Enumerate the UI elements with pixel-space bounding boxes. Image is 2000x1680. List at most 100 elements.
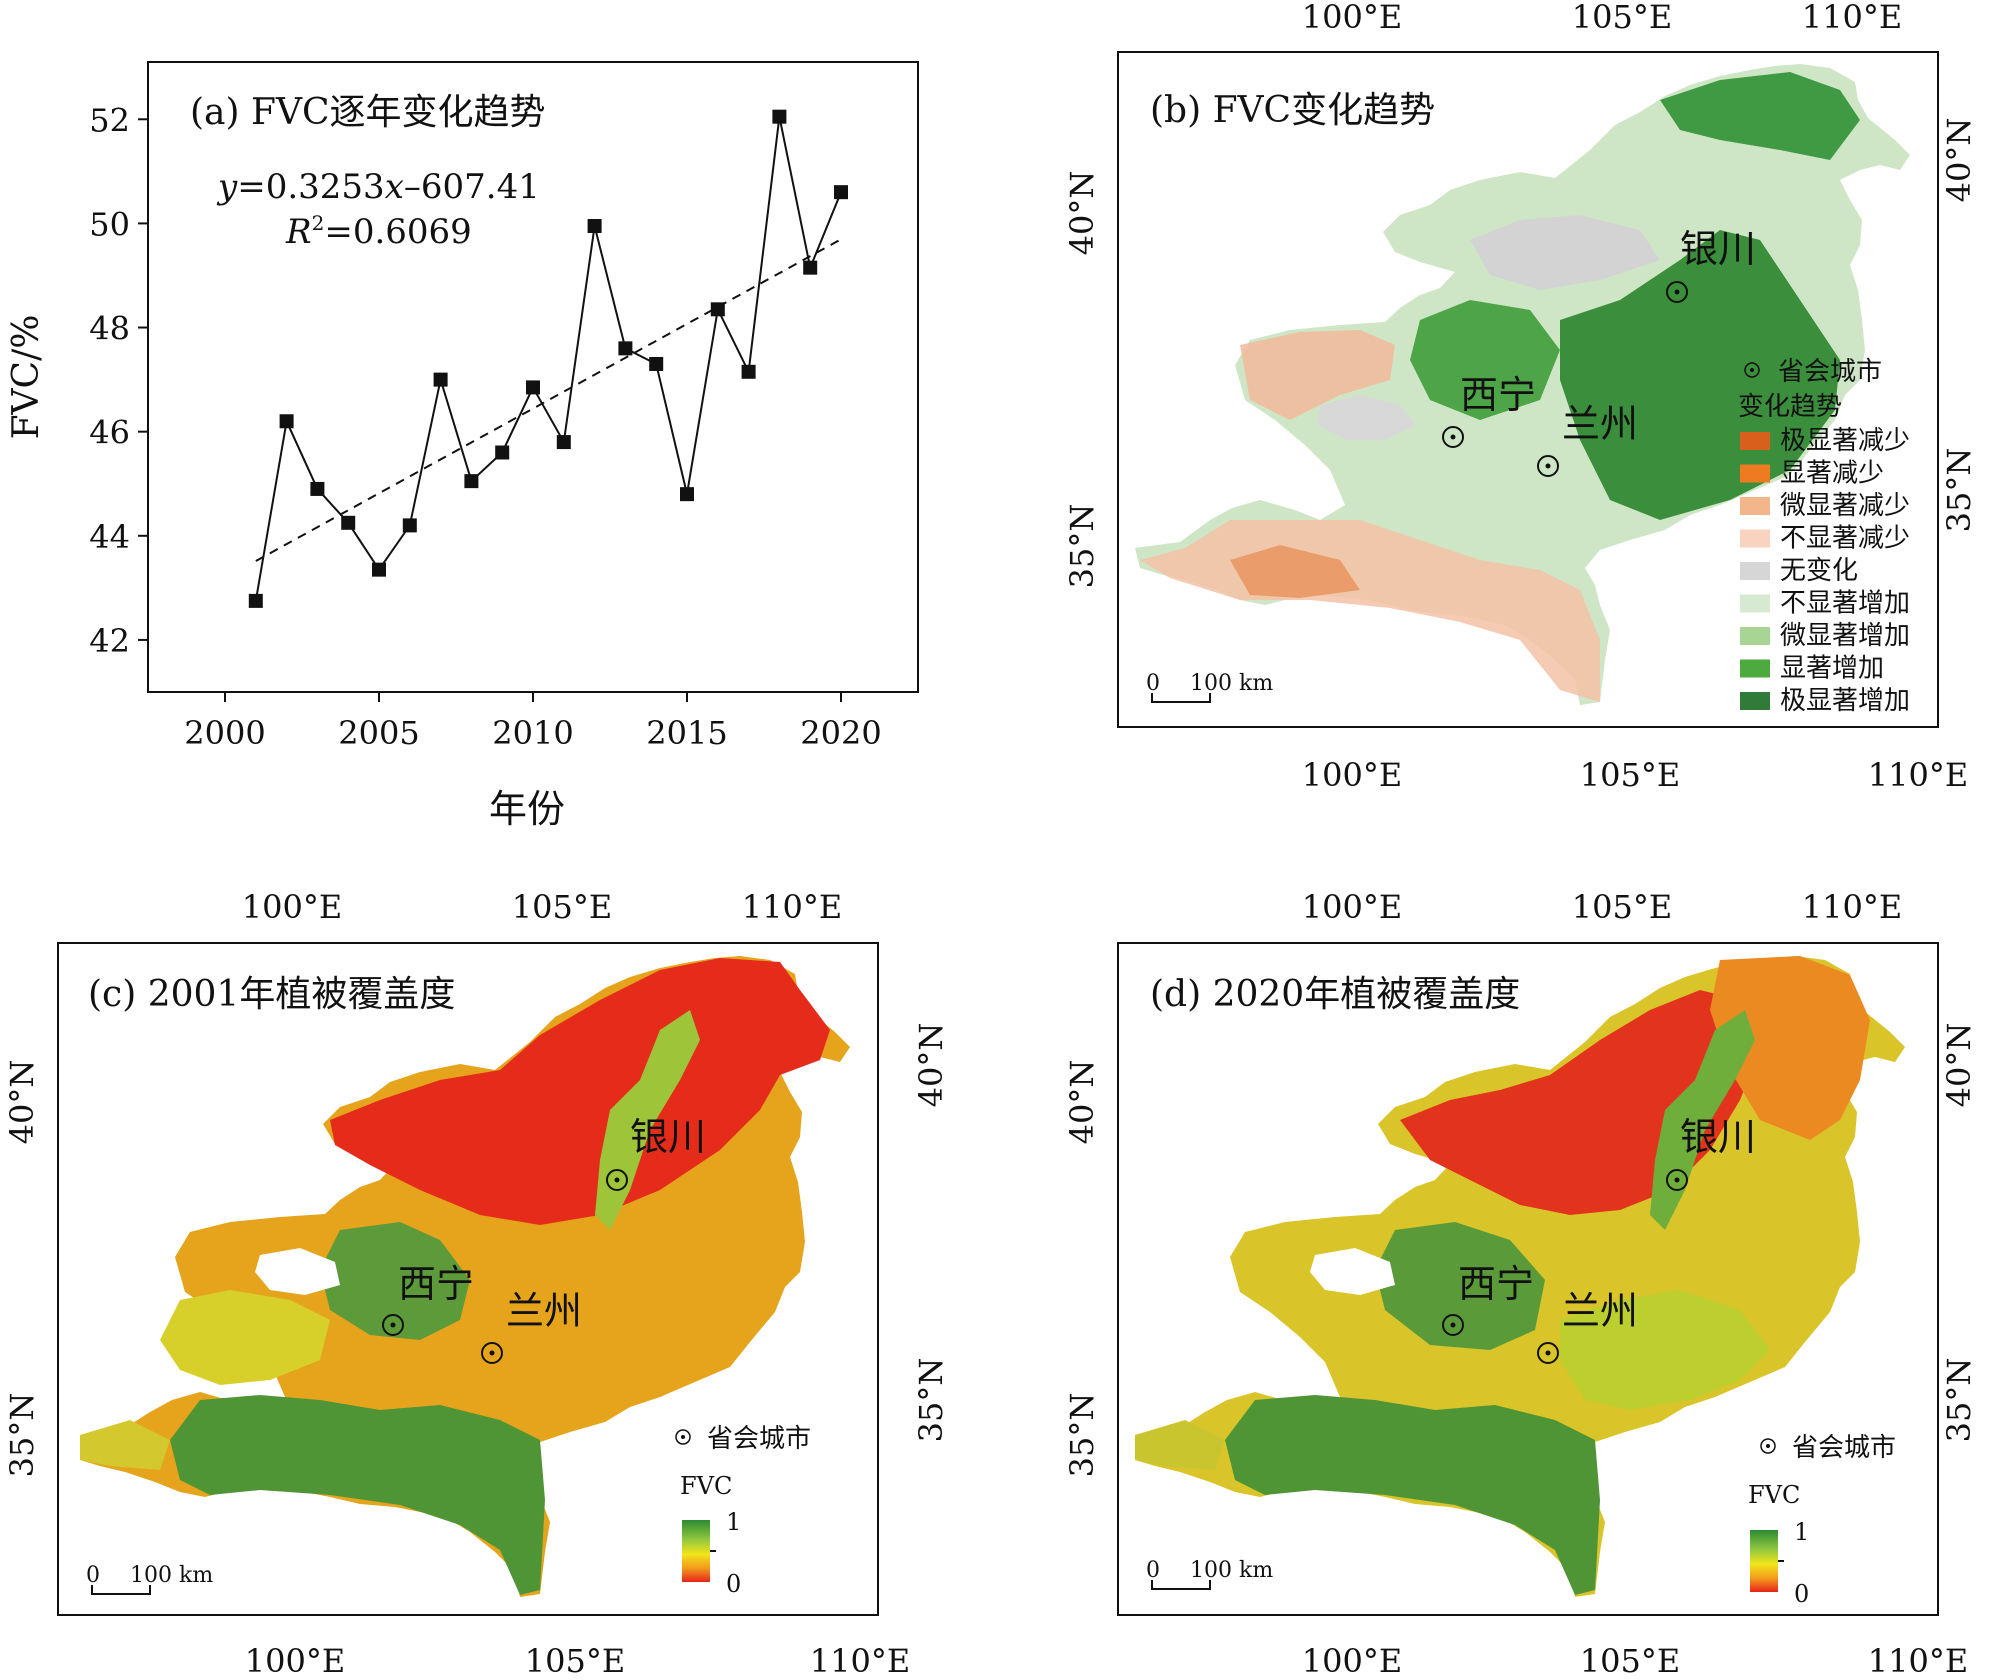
city-marker — [1442, 1314, 1464, 1336]
map-c-region — [80, 956, 850, 1597]
legend-label: 不显著增加 — [1780, 589, 1910, 619]
data-point — [402, 518, 417, 533]
city-marker — [1666, 1169, 1688, 1191]
map-c-region-north-red — [330, 958, 830, 1225]
map-d-lon-bottom-105: 105°E — [1580, 1642, 1680, 1680]
map-c-lon-top-100: 100°E — [242, 888, 342, 926]
map-c-lon-bottom-105: 105°E — [525, 1642, 625, 1680]
legend-swatch — [1740, 627, 1770, 645]
map-d-city-lanzhou: 兰州 — [1537, 1289, 1638, 1364]
city-marker — [1666, 281, 1688, 303]
x-tick-label: 2020 — [800, 714, 881, 752]
x-tick-label: 2005 — [338, 714, 419, 752]
legend-swatch — [1740, 432, 1770, 450]
map-c-region-west-tail — [80, 1420, 170, 1470]
map-c-lon-bottom-100: 100°E — [245, 1642, 345, 1680]
map-b-lat-left-35: 35°N — [1063, 504, 1101, 589]
map-b-scalebar: 0 100 km — [1146, 671, 1273, 703]
legend-city-marker-dot — [1750, 368, 1754, 372]
city-label: 银川 — [1680, 1115, 1756, 1159]
legend-swatch — [1740, 659, 1770, 678]
map-b-region — [1135, 64, 1910, 705]
city-marker — [481, 1342, 503, 1364]
map-c-region-yellow — [160, 1290, 330, 1385]
panel-a-title: (a) FVC逐年变化趋势 — [190, 92, 546, 133]
city-marker-dot — [1545, 463, 1551, 469]
y-tick-label: 52 — [89, 101, 130, 139]
data-point — [556, 435, 571, 450]
colorbar-title: FVC — [680, 1472, 732, 1500]
city-marker — [606, 1169, 628, 1191]
city-label: 兰州 — [1562, 1289, 1638, 1333]
scalebar-zero: 0 — [86, 1563, 100, 1588]
city-marker-dot — [1674, 289, 1680, 295]
data-point — [248, 593, 263, 608]
city-marker-dot — [614, 1177, 620, 1183]
map-d-region-lake — [1310, 1248, 1395, 1295]
data-point — [495, 445, 510, 460]
map-d-region-central-green — [1375, 1222, 1545, 1350]
legend-city-label: 省会城市 — [1778, 357, 1882, 387]
map-d-lon-bottom-100: 100°E — [1302, 1642, 1402, 1680]
map-b-region-nochange — [1470, 215, 1660, 290]
map-c-city-xining: 西宁 — [382, 1262, 474, 1336]
legend-city-label: 省会城市 — [1792, 1433, 1896, 1463]
legend-city-label: 省会城市 — [707, 1424, 811, 1454]
y-tick-label: 46 — [89, 414, 130, 452]
legend-city-marker — [1760, 1438, 1776, 1454]
city-marker — [382, 1314, 404, 1336]
data-point — [803, 260, 818, 275]
legend-city-marker — [675, 1429, 691, 1445]
data-point — [341, 515, 356, 530]
eq-intercept: –607.41 — [404, 167, 540, 207]
legend-city-marker — [1744, 362, 1760, 378]
map-b-city-lanzhou: 兰州 — [1537, 402, 1638, 477]
y-tick-label: 44 — [89, 518, 130, 556]
scalebar-line — [1151, 693, 1211, 703]
map-b-region-north-green — [1660, 72, 1860, 160]
data-point — [834, 185, 848, 200]
panel-c-map: 银川 西宁 兰州 (c) 2001年植被覆盖度 100°E 105°E 110°… — [3, 888, 950, 1680]
legend-label: 显著减少 — [1780, 459, 1884, 489]
colorbar-max: 1 — [1794, 1518, 1809, 1546]
data-point — [433, 372, 448, 387]
panel-a-line-chart: (a) FVC逐年变化趋势 y=0.3253x–607.41 R2=0.6069… — [6, 61, 919, 831]
map-b-lon-top-100: 100°E — [1302, 0, 1402, 36]
panel-a-plot-area — [248, 109, 848, 608]
city-marker-dot — [1450, 1322, 1456, 1328]
scalebar-line — [1151, 1580, 1211, 1590]
colorbar-min: 0 — [1794, 1580, 1809, 1608]
panel-a-ylabel: FVC/% — [6, 315, 47, 440]
scalebar-zero: 0 — [1146, 671, 1160, 696]
map-c-lon-bottom-110: 110°E — [810, 1642, 910, 1680]
city-label: 西宁 — [398, 1262, 474, 1306]
map-c-region-west-green — [320, 1222, 470, 1340]
legend-city-marker-dot — [681, 1435, 685, 1439]
city-label: 兰州 — [506, 1289, 582, 1333]
data-point — [372, 562, 386, 577]
map-d-lon-bottom-110: 110°E — [1868, 1642, 1968, 1680]
map-d-region-east-yellow — [1560, 1290, 1770, 1410]
legend-label: 微显著减少 — [1780, 491, 1910, 521]
map-b-region-lake — [1318, 395, 1415, 440]
data-point — [587, 219, 602, 234]
map-d-region-south-green — [1225, 1395, 1600, 1595]
map-b-lat-right-40: 40°N — [1940, 118, 1978, 203]
r2-value: =0.6069 — [324, 212, 471, 252]
series-line — [254, 116, 842, 602]
city-marker — [1537, 455, 1559, 477]
city-marker — [1442, 426, 1464, 448]
map-b-region-west-decrease — [1240, 330, 1395, 420]
data-point — [710, 302, 725, 317]
city-marker — [1537, 1342, 1559, 1364]
map-b-city-xining: 西宁 — [1442, 373, 1536, 448]
legend-classes: 极显著减少显著减少微显著减少不显著减少无变化不显著增加微显著增加显著增加极显著增… — [1740, 426, 1910, 716]
map-d-region — [1135, 956, 1905, 1597]
map-d-scalebar: 0 100 km — [1146, 1558, 1273, 1590]
eq-slope: =0.3253 — [237, 167, 384, 207]
colorbar-title: FVC — [1748, 1481, 1800, 1509]
map-c-region-river-green — [595, 1010, 700, 1230]
colorbar — [682, 1520, 710, 1582]
scalebar-line — [91, 1585, 151, 1595]
